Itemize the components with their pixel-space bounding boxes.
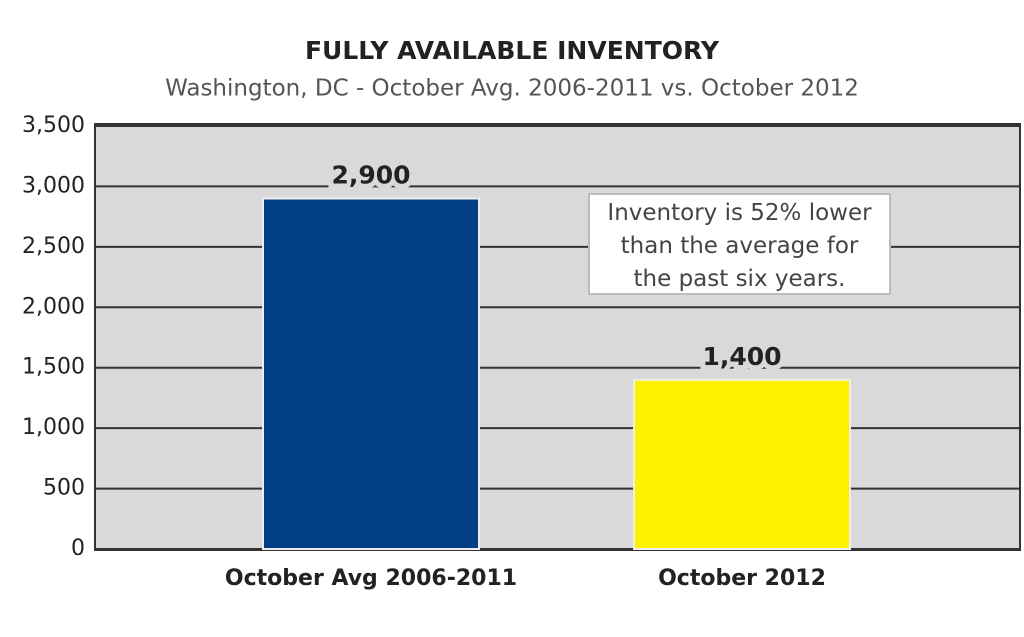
y-tick-label: 1,500 bbox=[22, 355, 85, 380]
y-tick-label: 2,000 bbox=[22, 294, 85, 319]
y-tick-label: 2,500 bbox=[22, 234, 85, 259]
y-tick-label: 500 bbox=[43, 476, 85, 501]
y-tick-label: 1,000 bbox=[22, 415, 85, 440]
value-label: 1,400 bbox=[702, 342, 781, 371]
bar bbox=[262, 197, 480, 550]
x-tick-label: October Avg 2006-2011 bbox=[225, 566, 517, 591]
y-tick-label: 3,000 bbox=[22, 173, 85, 198]
x-tick-label: October 2012 bbox=[658, 566, 826, 591]
chart-title: FULLY AVAILABLE INVENTORY bbox=[305, 36, 720, 65]
annotation: Inventory is 52% lower than the average … bbox=[588, 193, 891, 295]
chart-subtitle: Washington, DC - October Avg. 2006-2011 … bbox=[165, 76, 859, 102]
y-tick-label: 3,500 bbox=[22, 113, 85, 138]
y-tick-label: 0 bbox=[71, 536, 85, 561]
bar bbox=[633, 378, 851, 550]
value-label: 2,900 bbox=[331, 161, 410, 190]
plot-area bbox=[94, 123, 1021, 551]
